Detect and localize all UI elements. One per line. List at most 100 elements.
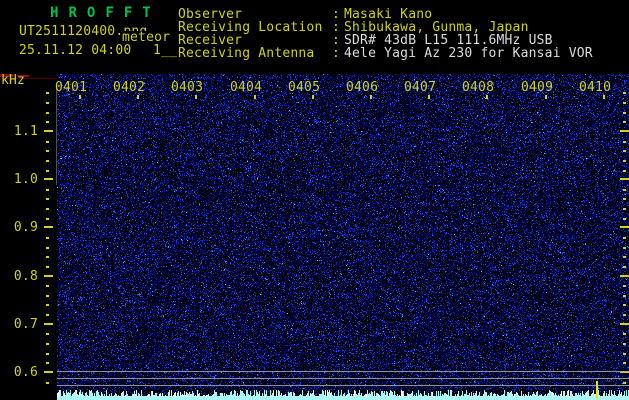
freq-axis-major-tick [44,130,53,132]
freq-axis-minor-tick [46,170,49,172]
freq-axis-major-tick [620,371,629,373]
station-info-label: Receiving Location [178,20,323,35]
freq-axis-unit: kHz [1,73,26,88]
freq-axis-minor-tick [46,362,49,364]
freq-axis-label: 0.8 [13,269,38,284]
time-axis-tick [254,95,256,99]
time-axis-label: 0406 [346,80,379,95]
station-info-label: Observer [178,7,243,22]
time-axis-tick [137,95,139,99]
mode-label: meteor [122,30,171,45]
freq-axis-minor-tick [46,285,49,287]
plot-left-edge [56,85,57,185]
signal-level-strip-canvas [57,389,629,400]
freq-axis-minor-tick [46,102,49,104]
freq-axis-minor-tick [46,353,49,355]
station-info-value: 4ele Yagi Az 230 for Kansai VOR [344,46,593,61]
freq-axis-minor-tick [623,237,626,239]
reference-line [57,371,629,372]
station-info-row: Observer: Masaki Kano [178,8,593,21]
red-artifact [17,75,29,77]
freq-axis-minor-tick [623,208,626,210]
time-axis-tick [603,95,605,99]
freq-axis-label: 1.1 [13,124,38,139]
freq-axis-major-tick [620,323,629,325]
freq-axis-minor-tick [623,295,626,297]
freq-axis-minor-tick [46,121,49,123]
freq-axis-minor-tick [46,237,49,239]
station-info-block: Observer: Masaki Kano Receiving Location: S… [178,8,593,60]
time-axis-label: 0408 [462,80,495,95]
freq-axis-minor-tick [46,266,49,268]
datetime-label: 25.11.12 04:00 [19,43,132,58]
red-artifact [0,74,13,77]
time-axis-label: 0402 [113,80,146,95]
time-axis-label: 0404 [230,80,263,95]
freq-axis-label: 0.6 [13,365,38,380]
freq-axis-minor-tick [46,112,49,114]
station-info-row: Receiver: SDR# 43dB L15 111.6MHz USB [178,34,593,47]
freq-axis-major-tick [620,178,629,180]
station-info-separator: : [332,20,341,35]
freq-axis-minor-tick [46,160,49,162]
time-axis-tick [486,95,488,99]
freq-axis-minor-tick [623,198,626,200]
spectrogram-noise-canvas [57,74,629,389]
freq-axis-minor-tick [623,343,626,345]
time-axis-label: 0405 [288,80,321,95]
freq-axis-minor-tick [46,218,49,220]
calibration-marker [596,381,598,399]
freq-axis-minor-tick [623,170,626,172]
reference-line [57,385,629,386]
freq-axis-major-tick [620,226,629,228]
freq-axis-major-tick [44,323,53,325]
app-title: H R O F F T [50,5,152,21]
time-axis-tick [545,95,547,99]
station-info-label: Receiver [178,33,243,48]
freq-axis-major-tick [44,371,53,373]
freq-axis-major-tick [44,226,53,228]
freq-axis-minor-tick [623,141,626,143]
freq-axis-major-tick [44,275,53,277]
freq-axis-major-tick [620,275,629,277]
freq-axis-minor-tick [623,256,626,258]
freq-axis-major-tick [620,130,629,132]
freq-axis-minor-tick [46,208,49,210]
freq-axis-minor-tick [623,121,626,123]
freq-axis-minor-tick [46,256,49,258]
freq-axis-minor-tick [46,382,49,384]
freq-axis-minor-tick [46,295,49,297]
freq-axis-minor-tick [46,247,49,249]
freq-axis-label: 0.9 [13,220,38,235]
station-info-row: Receiving Location: Shibukawa, Gunma, Jap… [178,21,593,34]
freq-axis-minor-tick [46,198,49,200]
freq-axis-minor-tick [46,141,49,143]
freq-axis-label: 0.7 [13,317,38,332]
freq-axis-minor-tick [46,150,49,152]
time-axis-label: 0407 [404,80,437,95]
time-axis-label: 0410 [579,80,612,95]
freq-axis-minor-tick [623,150,626,152]
station-info-row: Receiving Antenna:4ele Yagi Az 230 for K… [178,47,593,60]
time-axis-label: 0409 [521,80,554,95]
freq-axis-minor-tick [623,218,626,220]
freq-axis-minor-tick [623,247,626,249]
output-filename: UT2511120400.png [19,24,148,39]
station-info-value: Shibukawa, Gunma, Japan [344,20,529,35]
freq-axis-minor-tick [623,160,626,162]
freq-axis-minor-tick [46,304,49,306]
freq-axis-minor-tick [623,382,626,384]
time-axis-label: 0403 [171,80,204,95]
time-axis-tick [195,95,197,99]
freq-axis-minor-tick [623,189,626,191]
time-axis-tick [428,95,430,99]
freq-axis-label: 1.0 [13,172,38,187]
time-axis-tick [79,95,81,99]
freq-axis-minor-tick [46,343,49,345]
freq-axis-minor-tick [46,314,49,316]
freq-axis-minor-tick [623,362,626,364]
station-info-value: SDR# 43dB L15 111.6MHz USB [344,33,553,48]
freq-axis-minor-tick [623,92,626,94]
freq-axis-minor-tick [623,112,626,114]
